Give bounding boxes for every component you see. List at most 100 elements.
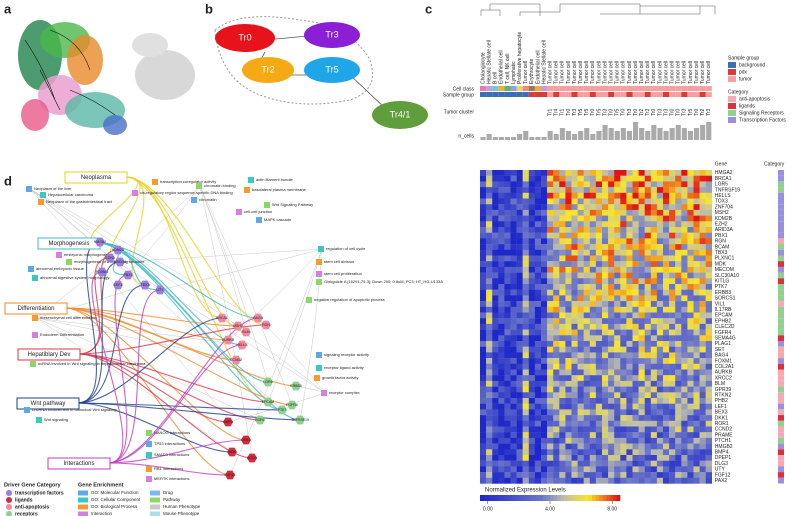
heatmap-cell xyxy=(620,403,627,410)
heatmap-cell xyxy=(541,460,548,467)
heatmap-cell xyxy=(681,301,688,307)
heatmap-cell xyxy=(504,266,511,273)
heatmap-cell xyxy=(534,460,542,467)
heatmap-cell xyxy=(480,232,487,239)
gene-category-cell xyxy=(778,215,784,222)
heatmap-cell xyxy=(516,289,523,296)
heatmap-cell xyxy=(656,244,664,250)
heatmap-cell xyxy=(656,255,664,262)
heatmap-cell xyxy=(498,335,505,342)
legend-swatch xyxy=(6,504,12,510)
heatmap-cell xyxy=(650,289,658,296)
heatmap-cell xyxy=(498,278,505,285)
heatmap-cell xyxy=(577,198,584,205)
heatmap-cell xyxy=(681,289,688,296)
heatmap-cell xyxy=(638,426,645,433)
heatmap-cell xyxy=(541,238,548,245)
heatmap-cell xyxy=(620,284,627,290)
heatmap-cell xyxy=(565,306,572,313)
heatmap-cell xyxy=(663,420,670,427)
heatmap-cell xyxy=(480,249,487,256)
heatmap-cell xyxy=(669,460,676,467)
heatmap-cell xyxy=(699,261,706,268)
cell-class-cell xyxy=(608,86,615,91)
colorbar-step xyxy=(564,495,568,501)
heatmap-cell xyxy=(589,420,597,427)
heatmap-cell xyxy=(522,255,529,262)
heatmap-cell xyxy=(602,466,609,473)
heatmap-cell xyxy=(693,472,700,478)
heatmap-cell xyxy=(498,284,505,290)
heatmap-cell xyxy=(553,249,560,256)
heatmap-cell xyxy=(595,284,603,290)
heatmap-cell xyxy=(681,295,688,302)
heatmap-cell xyxy=(541,301,548,307)
heatmap-cell xyxy=(577,449,584,456)
column-label: Erythrocyte xyxy=(529,58,535,84)
n-cells-bar xyxy=(639,128,645,140)
heatmap-cell xyxy=(492,204,499,211)
heatmap-cell xyxy=(675,329,682,336)
legend-title: Gene Enrichment xyxy=(78,482,124,488)
heatmap-cell xyxy=(595,398,603,404)
heatmap-cell xyxy=(632,386,639,393)
network-edge xyxy=(299,248,323,421)
tumor-cluster-label: Tr0 xyxy=(621,108,627,116)
heatmap-cell xyxy=(547,455,554,461)
heatmap-cell xyxy=(516,244,523,250)
heatmap-cell xyxy=(541,215,548,222)
heatmap-cell xyxy=(510,460,517,467)
cell-class-cell xyxy=(650,86,657,91)
heatmap-cell xyxy=(528,346,536,353)
heatmap-cell xyxy=(693,278,700,285)
heatmap-cell xyxy=(516,449,523,456)
heatmap-cell xyxy=(528,301,536,307)
heatmap-cell xyxy=(583,175,590,182)
heatmap-cell xyxy=(547,386,554,393)
heatmap-cell xyxy=(614,403,621,410)
heatmap-cell xyxy=(565,437,572,444)
heatmap-cell xyxy=(504,403,511,410)
heatmap-cell xyxy=(589,403,597,410)
heatmap-cell xyxy=(632,358,639,364)
heatmap-cell xyxy=(534,363,542,370)
heatmap-cell xyxy=(595,432,603,439)
heatmap-cell xyxy=(626,266,633,273)
heatmap-cell xyxy=(705,472,712,478)
heatmap-cell xyxy=(705,477,712,484)
heatmap-cell xyxy=(583,278,590,285)
heatmap-cell xyxy=(663,255,670,262)
category-label: Neoplasma xyxy=(81,175,112,181)
term-node xyxy=(26,186,32,192)
heatmap-cell xyxy=(516,437,523,444)
heatmap-cell xyxy=(608,346,615,353)
heatmap-cell xyxy=(669,215,676,222)
heatmap-cell xyxy=(510,358,517,364)
n-cells-bar xyxy=(590,134,596,140)
column-label: Lymphatic xyxy=(511,61,517,84)
heatmap-cell xyxy=(687,238,694,245)
heatmap-cell xyxy=(650,415,658,421)
heatmap-cell xyxy=(565,318,572,325)
heatmap-cell xyxy=(656,249,664,256)
gene-node-label: MSH2 xyxy=(233,324,243,328)
heatmap-cell xyxy=(565,232,572,239)
heatmap-cell xyxy=(498,181,505,188)
heatmap-cell xyxy=(669,289,676,296)
heatmap-cell xyxy=(553,346,560,353)
gene-category-cell xyxy=(778,437,784,444)
colorbar-step xyxy=(616,495,621,501)
heatmap-cell xyxy=(516,181,523,188)
heatmap-cell xyxy=(553,323,560,330)
heatmap-cell xyxy=(492,415,499,421)
heatmap-cell xyxy=(644,295,651,302)
heatmap-cell xyxy=(620,375,627,382)
heatmap-cell xyxy=(669,204,676,211)
heatmap-cell xyxy=(480,466,487,473)
heatmap-cell xyxy=(492,398,499,404)
heatmap-cell xyxy=(510,255,517,262)
heatmap-cell xyxy=(595,192,603,199)
heatmap-cell xyxy=(547,170,554,176)
heatmap-cell xyxy=(541,209,548,216)
term-label: Hepatocellular carcinoma xyxy=(48,192,94,197)
